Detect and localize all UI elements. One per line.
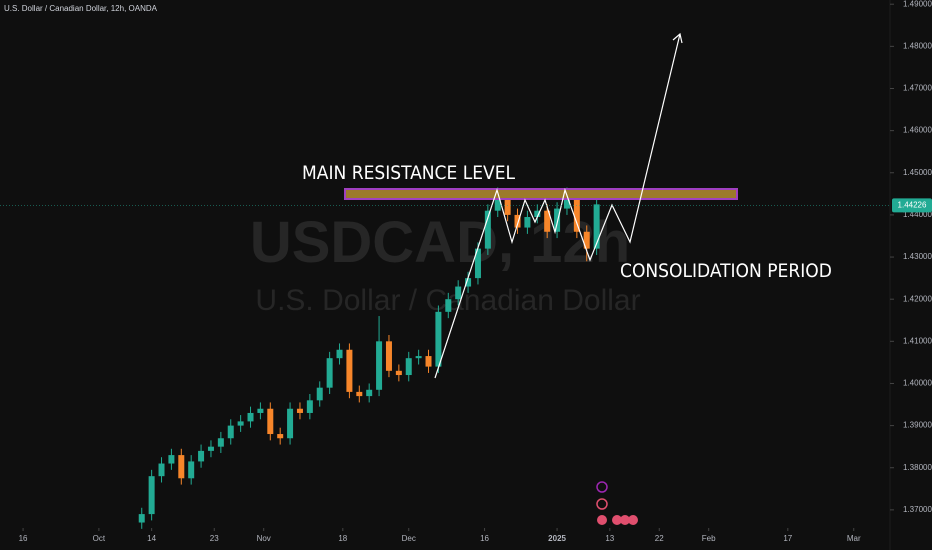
candle-body bbox=[405, 358, 412, 376]
x-tick-label: 13 bbox=[605, 534, 614, 543]
x-tick-label: 16 bbox=[480, 534, 489, 543]
y-tick-label: 1.44000 bbox=[903, 210, 932, 219]
candle-body bbox=[326, 358, 333, 388]
event-icon bbox=[596, 481, 608, 493]
event-icons bbox=[596, 481, 638, 525]
x-tick-label: Oct bbox=[93, 534, 106, 543]
x-tick-label: 14 bbox=[147, 534, 156, 543]
candle-body bbox=[148, 476, 155, 515]
candle-body bbox=[534, 210, 541, 218]
y-tick-label: 1.48000 bbox=[903, 41, 932, 50]
x-tick-label: 2025 bbox=[548, 534, 566, 543]
candle-body bbox=[593, 204, 600, 249]
event-icon bbox=[597, 515, 607, 525]
x-tick-label: 23 bbox=[210, 534, 219, 543]
candle-body bbox=[484, 210, 491, 249]
candle-body bbox=[217, 438, 224, 447]
candle-body bbox=[445, 299, 452, 312]
resistance-zone bbox=[344, 188, 738, 200]
candle-body bbox=[316, 387, 323, 401]
candle-body bbox=[247, 412, 254, 422]
candle-body bbox=[138, 514, 145, 523]
candle-body bbox=[267, 408, 274, 435]
y-tick-label: 1.41000 bbox=[903, 336, 932, 345]
watermark: USDCAD, 12h U.S. Dollar / Canadian Dolla… bbox=[250, 210, 641, 317]
candle-body bbox=[356, 391, 363, 397]
projection-path bbox=[434, 33, 681, 379]
event-icon bbox=[612, 515, 622, 525]
candle-body bbox=[563, 198, 570, 209]
y-tick-label: 1.39000 bbox=[903, 421, 932, 430]
candles bbox=[138, 187, 600, 529]
candle-body bbox=[385, 341, 392, 371]
candle-body bbox=[504, 198, 511, 215]
candle-body bbox=[465, 278, 472, 287]
candle-body bbox=[287, 408, 294, 439]
candle-body bbox=[178, 455, 185, 479]
candle-body bbox=[366, 389, 373, 397]
watermark-symbol: USDCAD, 12h bbox=[250, 210, 630, 275]
y-tick-label: 1.49000 bbox=[903, 0, 932, 8]
y-tick-label: 1.37000 bbox=[903, 505, 932, 514]
x-tick-label: 18 bbox=[338, 534, 347, 543]
candle-body bbox=[158, 463, 165, 477]
candle-body bbox=[573, 198, 580, 232]
candle-body bbox=[257, 408, 264, 413]
candle-body bbox=[277, 434, 284, 439]
last-price-label: 1.44226 bbox=[898, 200, 927, 209]
candle-body bbox=[376, 341, 383, 390]
candle-body bbox=[415, 356, 422, 359]
projection-arrow bbox=[672, 32, 683, 44]
candle-body bbox=[306, 400, 313, 413]
y-tick-label: 1.45000 bbox=[903, 168, 932, 177]
candle-body bbox=[583, 231, 590, 249]
candle-body bbox=[346, 349, 353, 392]
y-tick-label: 1.40000 bbox=[903, 379, 932, 388]
chart-title: U.S. Dollar / Canadian Dollar, 12h, OAND… bbox=[4, 4, 158, 13]
x-tick-label: 17 bbox=[783, 534, 792, 543]
y-tick-label: 1.42000 bbox=[903, 294, 932, 303]
candle-body bbox=[395, 370, 402, 376]
candle-body bbox=[474, 248, 481, 279]
y-tick-label: 1.43000 bbox=[903, 252, 932, 261]
x-tick-label: Nov bbox=[257, 534, 271, 543]
y-tick-label: 1.38000 bbox=[903, 463, 932, 472]
y-tick-label: 1.47000 bbox=[903, 84, 932, 93]
x-tick-label: 16 bbox=[19, 534, 28, 543]
x-tick-label: Mar bbox=[847, 534, 861, 543]
candle-body bbox=[554, 208, 561, 232]
x-tick-label: 22 bbox=[655, 534, 664, 543]
x-tick-label: Feb bbox=[702, 534, 716, 543]
candle-body bbox=[544, 210, 551, 232]
x-tick-label: Dec bbox=[402, 534, 416, 543]
annotation: MAIN RESISTANCE LEVEL bbox=[302, 162, 516, 184]
candle-body bbox=[336, 349, 343, 359]
last-price-box bbox=[892, 198, 932, 213]
event-icon bbox=[628, 515, 638, 525]
candle-body bbox=[227, 425, 234, 439]
candle-body bbox=[494, 198, 501, 211]
candle-body bbox=[207, 446, 214, 451]
candle-body bbox=[296, 408, 303, 413]
candle-body bbox=[188, 461, 195, 479]
candle-body bbox=[435, 311, 442, 367]
y-tick-label: 1.46000 bbox=[903, 126, 932, 135]
event-icon bbox=[620, 515, 630, 525]
candle-body bbox=[455, 286, 462, 300]
candle-body bbox=[237, 421, 244, 426]
annotation: CONSOLIDATION PERIOD bbox=[620, 260, 832, 282]
candle-body bbox=[198, 450, 205, 462]
candle-body bbox=[168, 455, 175, 464]
candle-body bbox=[425, 356, 432, 367]
candle-body bbox=[524, 217, 531, 228]
event-icon bbox=[596, 498, 608, 510]
candle-body bbox=[514, 214, 521, 228]
